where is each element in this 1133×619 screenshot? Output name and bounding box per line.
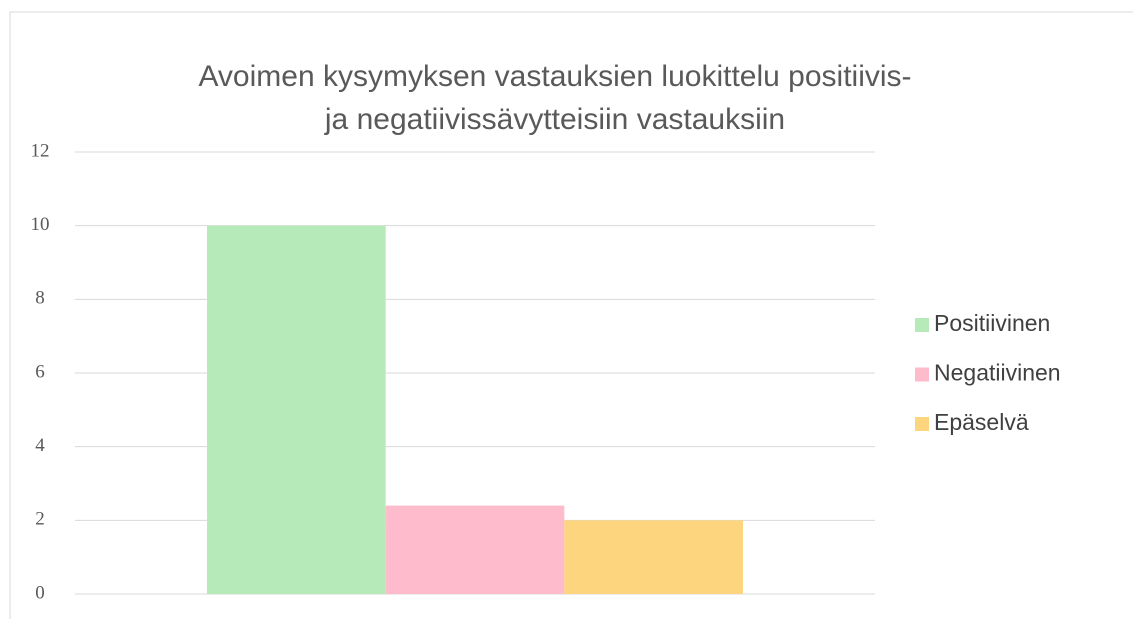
chart-title: Avoimen kysymyksen vastauksien luokittel… xyxy=(198,60,911,93)
y-tick-label: 12 xyxy=(31,140,50,161)
chart-frame xyxy=(9,11,1133,619)
bar xyxy=(564,520,743,594)
legend-swatch xyxy=(915,367,929,382)
legend-swatch xyxy=(915,417,929,431)
legend-label: Negatiivinen xyxy=(934,360,1061,386)
y-tick-label: 8 xyxy=(35,288,45,309)
legend-swatch xyxy=(915,318,929,332)
y-tick-label: 10 xyxy=(31,214,50,235)
bar xyxy=(385,505,565,594)
y-tick-label: 4 xyxy=(35,435,45,456)
y-tick-label: 0 xyxy=(35,582,45,603)
y-tick-label: 6 xyxy=(35,361,45,382)
bar xyxy=(207,225,386,594)
chart-title: ja negatiivissävytteisiin vastauksiin xyxy=(324,103,785,136)
y-tick-label: 2 xyxy=(35,509,45,530)
legend-label: Epäselvä xyxy=(934,409,1029,435)
legend-label: Positiivinen xyxy=(934,310,1050,336)
